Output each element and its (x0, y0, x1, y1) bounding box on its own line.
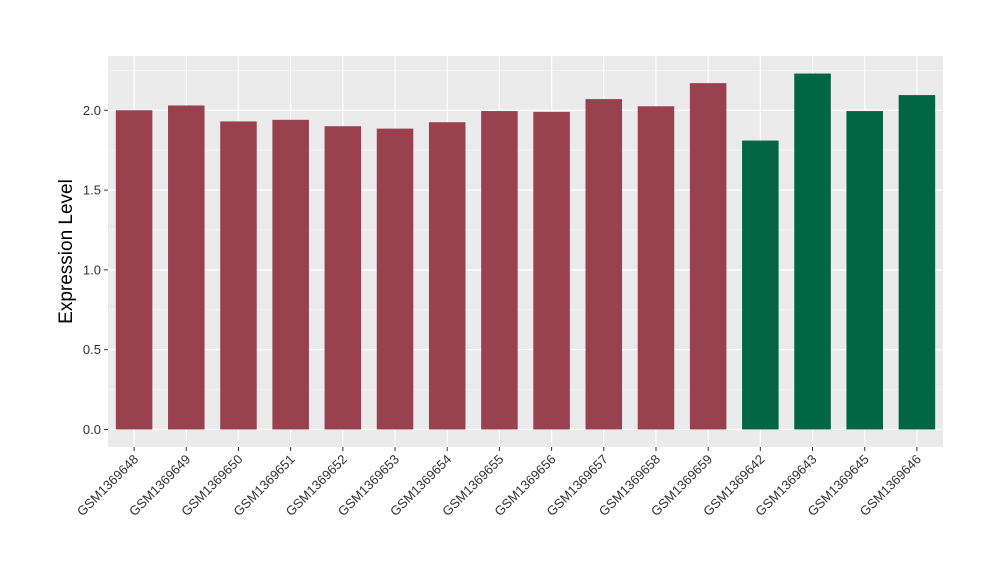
bars (115, 73, 936, 430)
bar-GSM1369656 (533, 111, 570, 430)
bar-GSM1369645 (846, 111, 883, 430)
bar-GSM1369659 (689, 83, 727, 430)
bar-GSM1369646 (898, 95, 936, 430)
bar-GSM1369657 (585, 99, 623, 430)
y-tick-label: 0.0 (83, 422, 101, 437)
y-axis-title: Expression Level (56, 179, 77, 324)
bar-GSM1369649 (168, 105, 205, 430)
bar-GSM1369658 (637, 106, 675, 430)
bar-GSM1369650 (220, 121, 257, 430)
x-axis: GSM1369648GSM1369649GSM1369650GSM1369651… (74, 447, 924, 519)
y-axis: 0.0 0.5 1.0 1.5 2.0 (83, 103, 108, 437)
bar-GSM1369642 (742, 140, 779, 430)
y-tick-label: 0.5 (83, 342, 101, 357)
bar-GSM1369643 (794, 73, 831, 430)
bar-GSM1369648 (115, 110, 153, 430)
y-tick-label: 1.5 (83, 183, 101, 198)
bar-GSM1369653 (376, 128, 414, 430)
bar-GSM1369651 (272, 119, 309, 430)
y-tick-label: 1.0 (83, 262, 101, 277)
bar-GSM1369652 (324, 126, 362, 430)
y-tick-label: 2.0 (83, 103, 101, 118)
bar-GSM1369655 (481, 111, 518, 430)
bar-GSM1369654 (428, 122, 466, 430)
